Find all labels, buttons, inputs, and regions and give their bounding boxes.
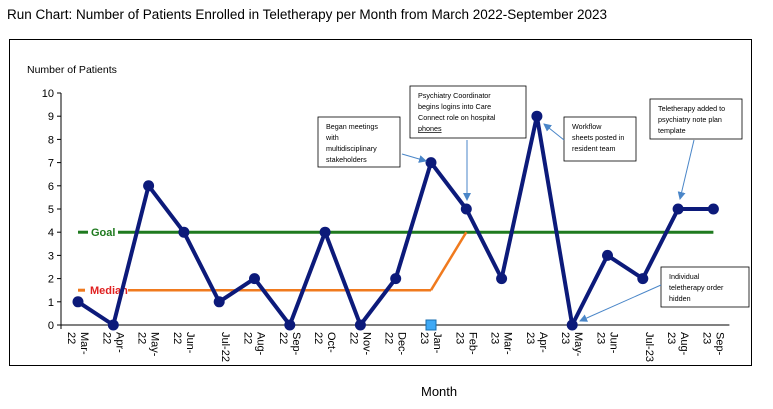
x-tick-label: Aug-22 — [242, 332, 267, 356]
x-tick-label: May-23 — [559, 332, 584, 357]
data-point — [249, 273, 260, 285]
x-tick-label: Apr-22 — [100, 332, 125, 353]
y-tick-label: 2 — [48, 274, 54, 286]
data-point — [460, 203, 472, 215]
x-tick-label: Apr-23 — [524, 332, 549, 353]
y-tick-label: 3 — [48, 250, 54, 262]
median-label: Median — [90, 285, 128, 297]
y-tick-label: 4 — [48, 227, 54, 239]
x-tick-label: May-22 — [136, 332, 161, 357]
x-tick-label: Mar-22 — [65, 332, 90, 355]
data-point — [319, 226, 331, 238]
data-point — [354, 319, 366, 331]
highlighted-data-point — [425, 319, 437, 331]
y-axis-title: Number of Patients — [27, 64, 117, 76]
chart-frame — [9, 39, 752, 366]
annotation-arrow — [543, 123, 565, 141]
data-point — [637, 273, 649, 285]
y-tick-label: 6 — [48, 181, 54, 193]
x-tick-label: Jun-23 — [595, 332, 620, 354]
annotation-box — [660, 266, 750, 308]
annotation-text: Began meetings with multidisciplinary stake… — [325, 122, 378, 164]
x-tick-label: Nov-22 — [347, 332, 372, 356]
goal-label: Goal — [91, 227, 115, 239]
x-tick-label: Mar-23 — [489, 332, 514, 355]
annotation-arrow — [677, 139, 695, 200]
data-point — [602, 249, 613, 261]
annotation-box — [317, 116, 401, 168]
annotation-arrow — [579, 284, 662, 322]
x-tick-label: Aug-23 — [665, 332, 690, 356]
data-point — [143, 180, 155, 192]
data-point — [496, 273, 508, 285]
y-tick-label: 1 — [48, 297, 54, 309]
x-tick-label: Oct-22 — [312, 332, 337, 353]
data-point — [284, 319, 296, 331]
x-tick-label: Jan-23 — [418, 332, 443, 354]
data-point — [707, 203, 719, 215]
x-tick-label: Sep-22 — [277, 332, 302, 356]
annotation-arrow — [401, 153, 427, 163]
annotation-text: Teletherapy added to psychiatry note plan… — [658, 104, 725, 135]
y-tick-label: 10 — [42, 88, 54, 100]
median-line — [429, 231, 468, 291]
y-tick-label: 9 — [48, 111, 54, 123]
x-tick-label: Jul-22 — [219, 332, 231, 362]
annotation-box — [563, 116, 637, 162]
y-tick-label: 7 — [48, 158, 54, 170]
page-title: Run Chart: Number of Patients Enrolled i… — [7, 7, 608, 22]
data-point — [107, 319, 119, 331]
x-tick-label: Feb-23 — [453, 332, 478, 355]
data-point — [213, 296, 225, 308]
x-tick-label: Sep-23 — [700, 332, 725, 356]
annotation-text: Psychiatry Coordinator begins logins into… — [418, 91, 496, 133]
annotation-text: Individual teletherapy order hidden — [669, 272, 724, 303]
x-axis-title: Month — [421, 384, 458, 399]
data-point — [425, 157, 437, 169]
x-tick-label: Jun-22 — [171, 332, 196, 354]
data-point — [178, 226, 190, 238]
x-tick-label: Jul-23 — [643, 332, 655, 362]
annotation-text: Workflow sheets posted in resident team — [572, 122, 624, 153]
annotation-box — [649, 98, 743, 140]
y-tick-label: 5 — [48, 204, 54, 216]
y-tick-label: 8 — [48, 134, 54, 146]
y-tick-label: 0 — [48, 320, 54, 332]
x-tick-label: Dec-22 — [383, 332, 408, 356]
annotation-box — [409, 85, 527, 139]
data-point — [672, 203, 684, 215]
data-point — [72, 296, 84, 308]
data-point — [566, 319, 578, 331]
data-point — [390, 273, 402, 285]
data-point — [531, 110, 543, 122]
